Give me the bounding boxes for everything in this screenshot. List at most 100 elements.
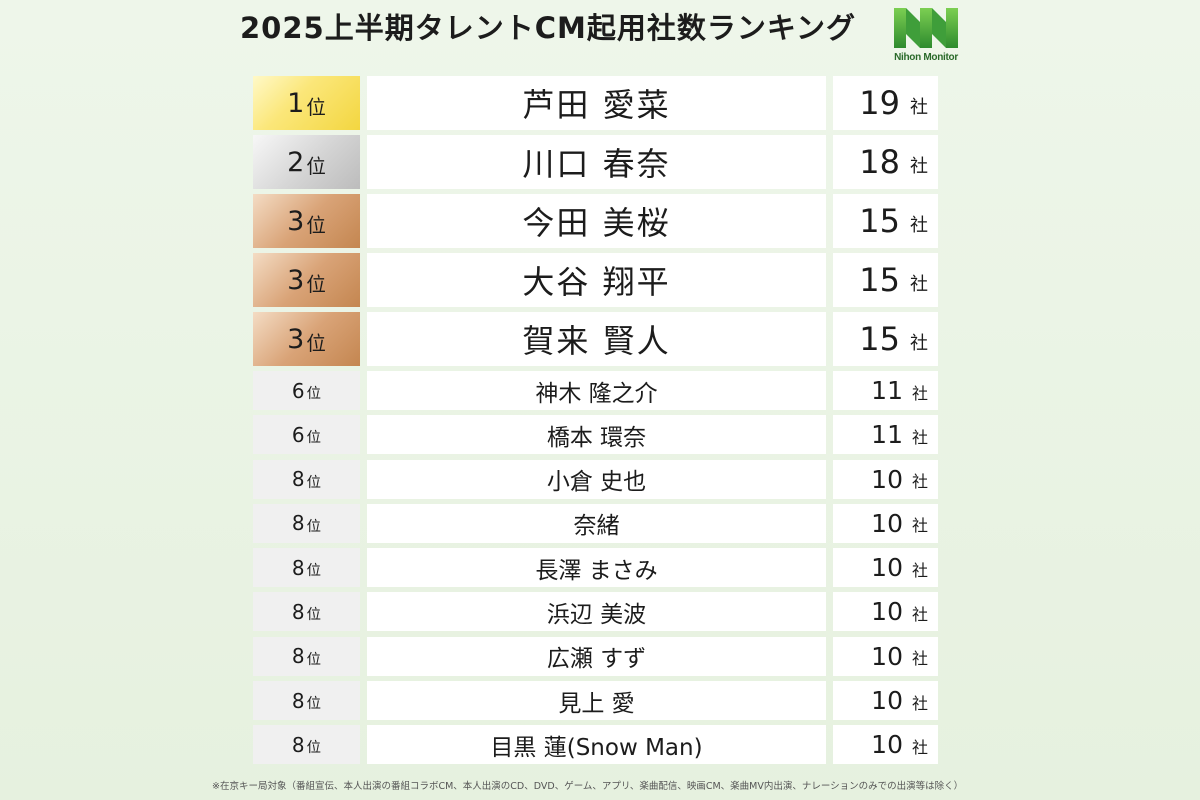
company-count: 10	[871, 464, 903, 494]
table-row: 1 位芦田 愛菜 19 社	[253, 76, 938, 130]
rank-number: 6	[291, 378, 305, 403]
table-row: 8 位見上 愛 10 社	[253, 681, 938, 721]
logo-text: Nihon Monitor	[894, 52, 958, 63]
company-count: 19	[859, 84, 900, 122]
count-unit: 社	[911, 649, 928, 669]
company-count: 10	[871, 553, 903, 583]
rank-suffix: 位	[306, 272, 326, 296]
table-row: 8 位浜辺 美波 10 社	[253, 592, 938, 632]
rank-suffix: 位	[306, 563, 322, 580]
count-cell: 15 社	[833, 253, 938, 307]
rank-number: 6	[291, 422, 305, 447]
rank-suffix: 位	[306, 474, 322, 491]
nihon-monitor-logo: Nihon Monitor	[886, 2, 966, 68]
table-row: 3 位大谷 翔平 15 社	[253, 253, 938, 307]
table-row: 2 位川口 春奈 18 社	[253, 135, 938, 189]
company-count: 10	[871, 597, 903, 627]
count-unit: 社	[911, 604, 928, 624]
rank-number: 3	[287, 205, 305, 237]
rank-number: 8	[291, 511, 305, 536]
company-count: 11	[871, 376, 903, 405]
count-cell: 15 社	[833, 312, 938, 366]
count-cell: 11 社	[833, 415, 938, 455]
company-count: 15	[859, 202, 900, 240]
page-title: 2025上半期タレントCM起用社数ランキング	[240, 11, 856, 45]
talent-name: 小倉 史也	[367, 459, 826, 499]
table-row: 8 位目黒 蓮(Snow Man) 10 社	[253, 725, 938, 765]
count-cell: 11 社	[833, 371, 938, 410]
talent-name: 川口 春奈	[367, 135, 826, 189]
ranking-table: 1 位芦田 愛菜 19 社 2 位川口 春奈 18 社 3 位今田 美桜 15 社 3 位大谷 翔平 15 社…	[253, 76, 938, 770]
count-cell: 10 社	[833, 503, 938, 543]
rank-number: 8	[291, 599, 305, 624]
count-unit: 社	[911, 560, 928, 580]
rank-suffix: 位	[306, 740, 322, 757]
talent-name: 見上 愛	[367, 681, 826, 721]
table-row: 6 位橋本 環奈 11 社	[253, 415, 938, 455]
company-count: 10	[871, 730, 903, 760]
company-count: 15	[859, 320, 900, 358]
table-row: 8 位 奈緒 10 社	[253, 503, 938, 543]
rank-suffix: 位	[306, 518, 322, 535]
count-cell: 10 社	[833, 681, 938, 721]
rank-suffix: 位	[306, 430, 322, 447]
count-cell: 15 社	[833, 194, 938, 248]
count-unit: 社	[910, 97, 928, 118]
talent-name: 神木 隆之介	[367, 371, 826, 410]
talent-name: 今田 美桜	[367, 194, 826, 248]
rank-suffix: 位	[306, 607, 322, 624]
count-unit: 社	[910, 215, 928, 236]
rank-number: 3	[287, 323, 305, 355]
count-unit: 社	[911, 693, 928, 713]
count-unit: 社	[911, 472, 928, 492]
talent-name: 広瀬 すず	[367, 636, 826, 676]
count-cell: 10 社	[833, 725, 938, 765]
rank-number: 8	[291, 467, 305, 492]
table-row: 3 位賀来 賢人 15 社	[253, 312, 938, 366]
count-unit: 社	[911, 516, 928, 536]
company-count: 10	[871, 641, 903, 671]
count-unit: 社	[911, 383, 928, 403]
talent-name: 大谷 翔平	[367, 253, 826, 307]
talent-name: 浜辺 美波	[367, 592, 826, 632]
company-count: 10	[871, 508, 903, 538]
table-row: 8 位広瀬 すず 10 社	[253, 636, 938, 676]
talent-name: 目黒 蓮(Snow Man)	[367, 725, 826, 765]
rank-suffix: 位	[306, 386, 322, 402]
count-cell: 19 社	[833, 76, 938, 130]
count-unit: 社	[911, 737, 928, 757]
table-row: 8 位長澤 まさみ 10 社	[253, 548, 938, 588]
footnote: ※在京キー局対象（番組宣伝、本人出演の番組コラボCM、本人出演のCD、DVD、ゲ…	[212, 781, 964, 792]
talent-name: 奈緒	[367, 503, 826, 543]
company-count: 18	[859, 143, 900, 181]
talent-name: 賀来 賢人	[367, 312, 826, 366]
count-cell: 10 社	[833, 548, 938, 588]
rank-number: 8	[291, 644, 305, 669]
rank-number: 8	[291, 688, 305, 713]
company-count: 11	[871, 420, 903, 450]
table-row: 6 位 神木 隆之介 11 社	[253, 371, 938, 410]
rank-suffix: 位	[306, 651, 322, 668]
table-row: 3 位今田 美桜 15 社	[253, 194, 938, 248]
company-count: 10	[871, 686, 903, 716]
rank-number: 8	[291, 555, 305, 580]
rank-number: 1	[287, 87, 305, 119]
count-cell: 10 社	[833, 459, 938, 499]
count-unit: 社	[911, 427, 928, 447]
rank-suffix: 位	[306, 331, 326, 355]
count-cell: 10 社	[833, 592, 938, 632]
logo-mark-icon	[894, 8, 958, 48]
